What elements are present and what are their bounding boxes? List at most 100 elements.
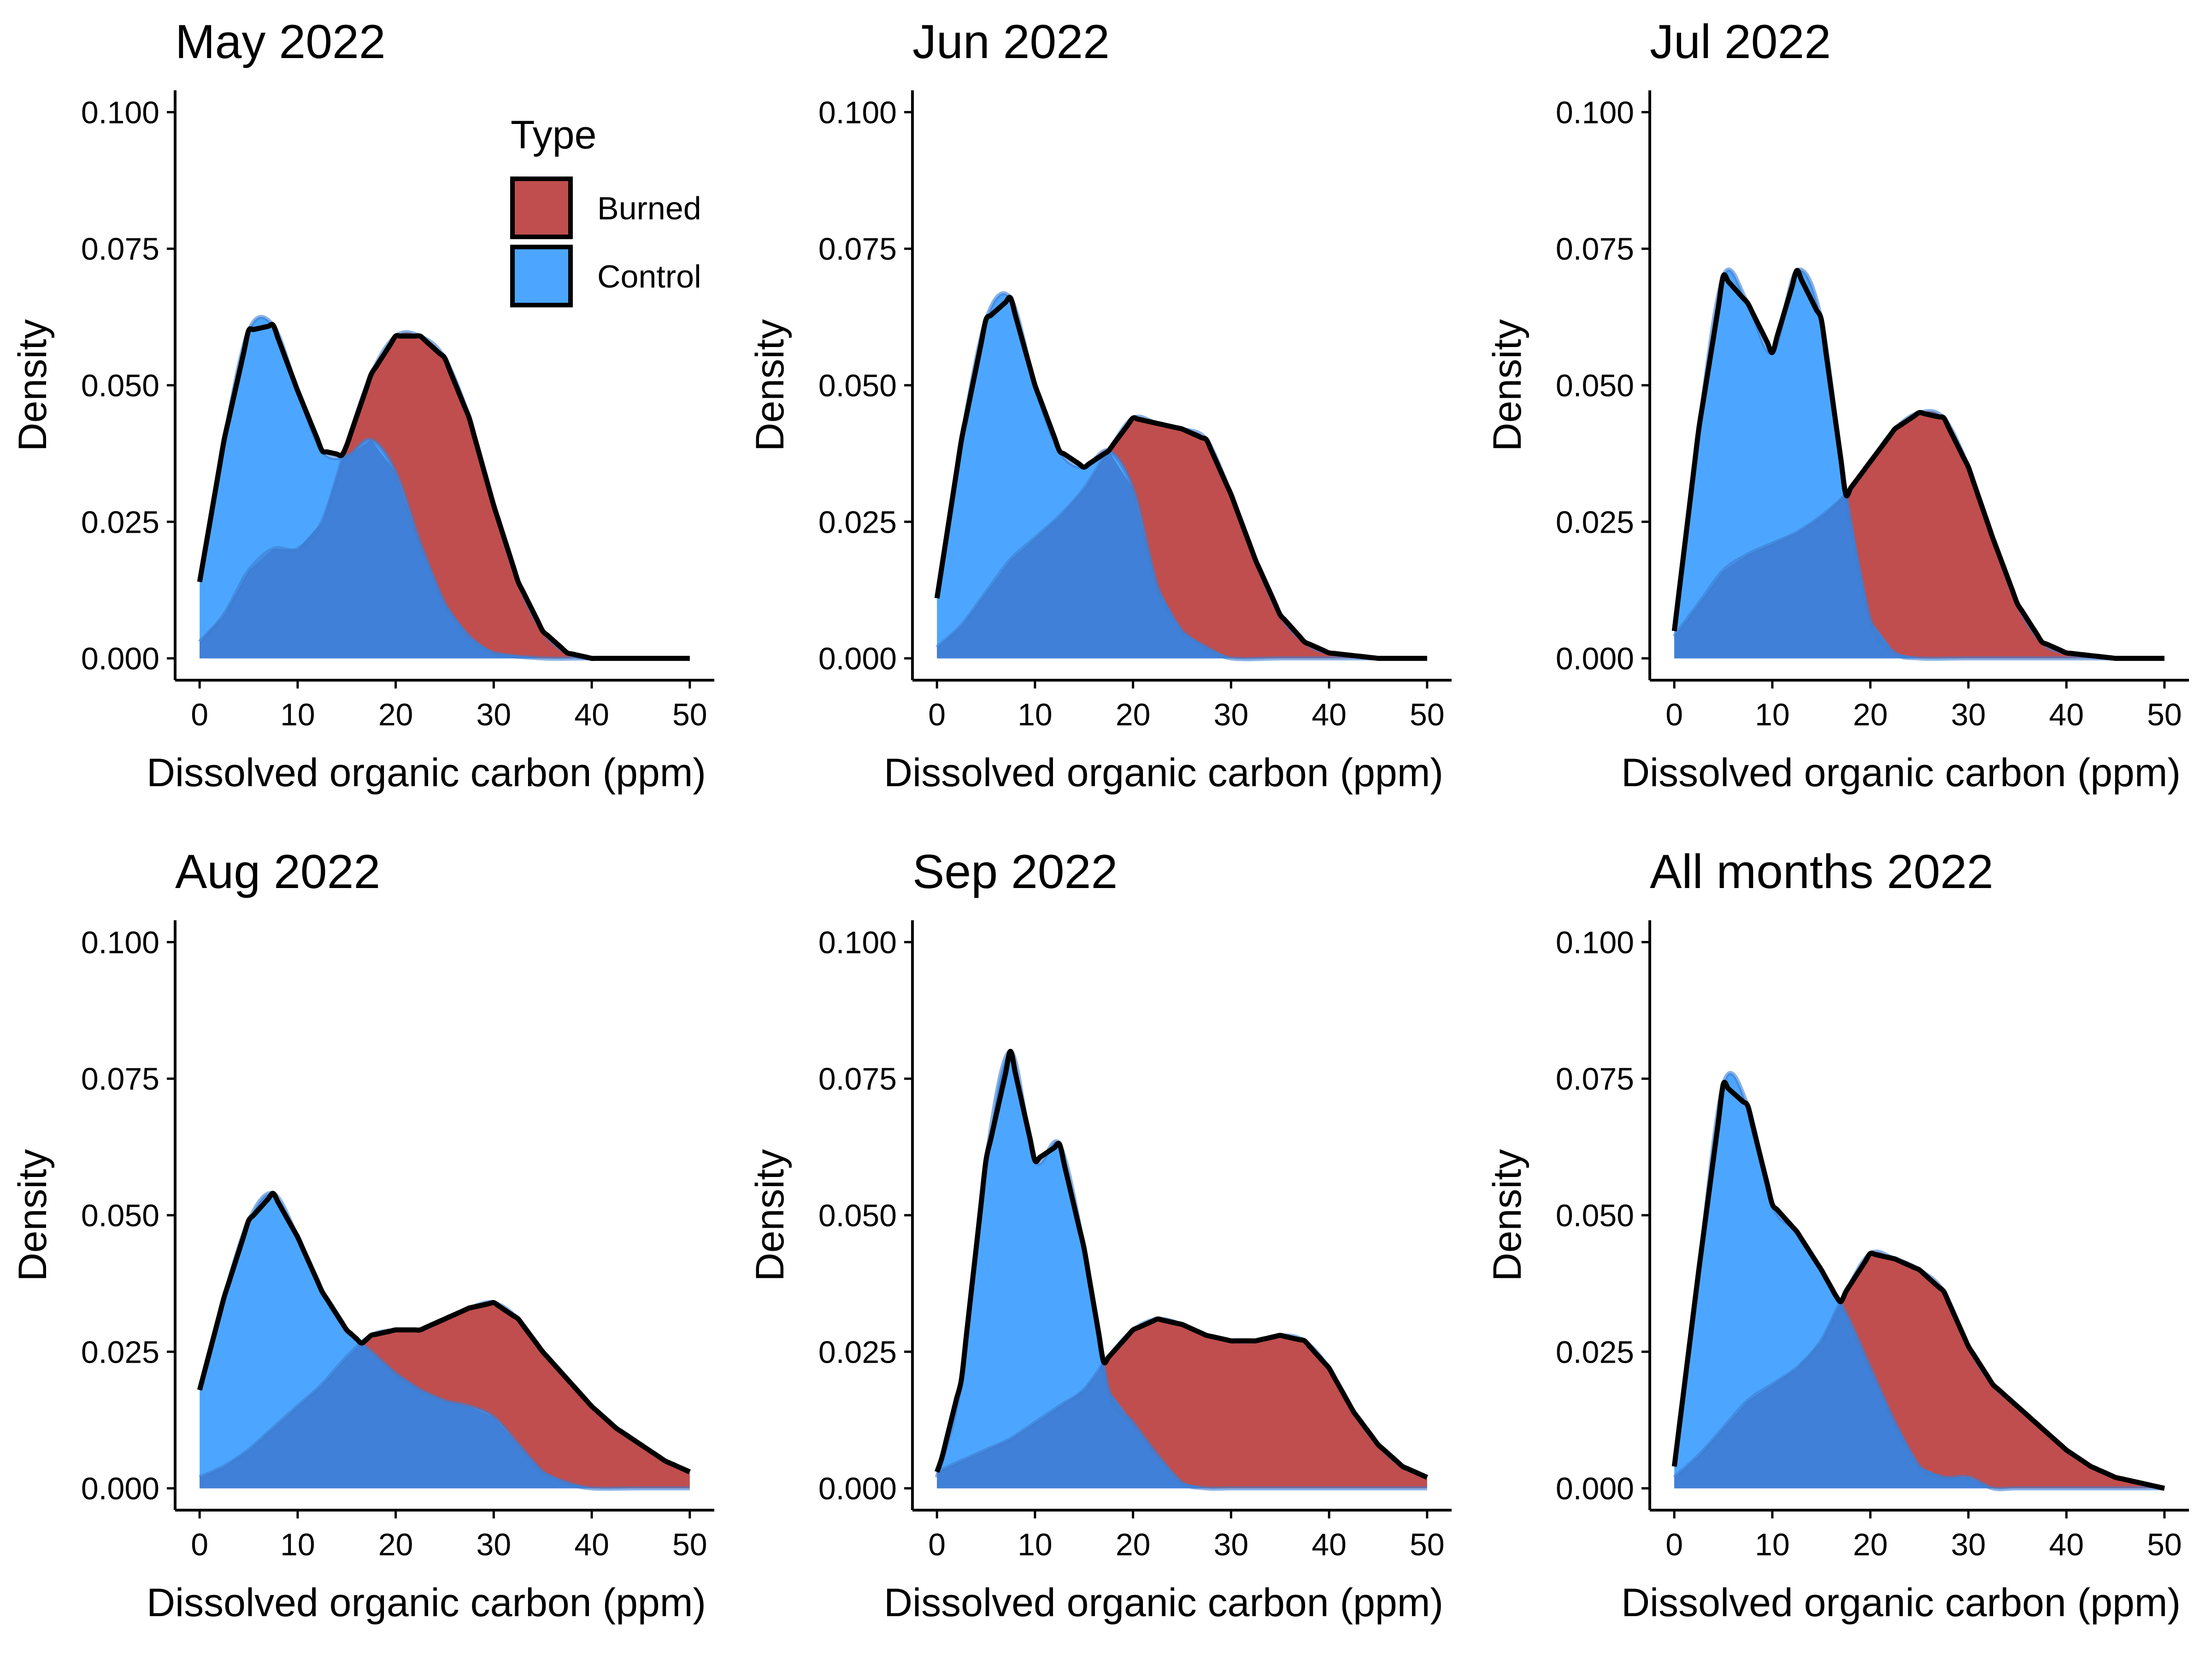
y-tick-label: 0.050 [818,368,897,403]
control-density-area [937,1051,1427,1489]
x-tick-label: 50 [672,697,707,732]
y-tick-label: 0.100 [81,95,159,130]
legend-label-control: Control [597,259,701,294]
overlap-area [200,1344,690,1488]
y-tick-label: 0.100 [1556,95,1634,130]
y-tick-label: 0.050 [1556,368,1634,403]
y-tick-label: 0.100 [818,95,897,130]
y-tick-label: 0.000 [81,1471,159,1506]
y-tick-label: 0.000 [81,641,159,677]
y-axis-title: Density [748,319,792,452]
x-tick-label: 10 [280,1527,315,1562]
density-outline [197,322,690,661]
y-tick-label: 0.025 [81,1335,159,1370]
panel-3: Jul 2022 0.000 0.025 0.050 0.075 0.100 0 10 20 30… [1485,15,2189,795]
panel-title: Jul 2022 [1650,15,1831,69]
density-outline [1671,1080,2165,1491]
x-tick-label: 40 [1312,1527,1347,1562]
x-axis-title: Dissolved organic carbon (ppm) [1621,751,2181,795]
legend-title: Type [511,113,596,157]
x-tick-label: 40 [574,1527,609,1562]
x-tick-label: 20 [1853,1527,1888,1562]
density-outline [1671,268,2165,661]
y-tick-label: 0.050 [81,368,159,403]
x-tick-label: 20 [1853,697,1888,732]
y-tick-label: 0.000 [1556,641,1634,677]
panel-4: Aug 2022 0.000 0.025 0.050 0.075 0.100 0 10 20 30… [11,845,714,1625]
y-tick-label: 0.075 [1556,232,1634,267]
overlap-area [937,1363,1427,1488]
y-axis-title: Density [1485,319,1530,452]
x-tick-label: 50 [1410,697,1445,732]
y-tick-label: 0.025 [81,505,159,540]
panel-title: Jun 2022 [912,15,1110,69]
panel-5: Sep 2022 0.000 0.025 0.050 0.075 0.100 0 10 20 30… [748,845,1452,1625]
x-tick-label: 50 [2147,697,2182,732]
legend-key-control [510,245,573,307]
overlap-area [937,451,1427,659]
panel-6: All months 2022 0.000 0.025 0.050 0.075 0.100… [1485,845,2189,1625]
panel-2: Jun 2022 0.000 0.025 0.050 0.075 0.100 0 10 20 30… [748,15,1452,795]
x-tick-label: 30 [1214,697,1249,732]
panel-title: Aug 2022 [175,845,380,899]
legend-label-burned: Burned [597,190,701,226]
x-axis-title: Dissolved organic carbon (ppm) [884,1581,1443,1625]
y-axis-title: Density [11,1149,55,1282]
x-tick-label: 20 [378,1527,413,1562]
y-tick-label: 0.025 [818,1335,897,1370]
y-tick-label: 0.075 [818,232,897,267]
panel-title: All months 2022 [1650,845,1994,899]
x-tick-label: 30 [1951,1527,1986,1562]
y-tick-label: 0.100 [81,925,159,960]
x-tick-label: 50 [672,1527,707,1562]
y-tick-label: 0.000 [818,641,897,677]
panel-1: May 2022 0.000 0.025 0.050 0.075 0.100 0 10 20 30… [11,15,714,795]
x-tick-label: 10 [1018,1527,1053,1562]
y-axis-title: Density [748,1149,792,1282]
y-tick-label: 0.050 [1556,1198,1634,1233]
x-tick-label: 30 [477,697,512,732]
x-axis-title: Dissolved organic carbon (ppm) [884,751,1443,795]
y-tick-label: 0.075 [1556,1062,1634,1097]
y-tick-label: 0.025 [818,505,897,540]
x-tick-label: 0 [928,1527,946,1562]
y-tick-label: 0.075 [81,232,159,267]
x-tick-label: 0 [191,697,208,732]
density-outline [934,294,1427,661]
y-tick-label: 0.000 [818,1471,897,1506]
x-tick-label: 10 [1018,697,1053,732]
y-axis-title: Density [11,319,55,452]
overlap-area [1674,1305,2165,1488]
y-tick-label: 0.050 [818,1198,897,1233]
legend-key-burned [510,176,573,239]
x-tick-label: 40 [2049,1527,2084,1562]
x-tick-label: 10 [280,697,315,732]
y-tick-label: 0.075 [818,1062,897,1097]
x-tick-label: 0 [928,697,946,732]
y-tick-label: 0.100 [818,925,897,960]
x-tick-label: 30 [1951,697,1986,732]
x-tick-label: 0 [1665,697,1683,732]
y-tick-label: 0.025 [1556,505,1634,540]
x-tick-label: 40 [574,697,609,732]
x-tick-label: 40 [2049,697,2084,732]
x-tick-label: 50 [1410,1527,1445,1562]
x-tick-label: 0 [191,1527,208,1562]
x-tick-label: 40 [1312,697,1347,732]
control-overlap-edge [197,1191,690,1491]
density-outline [935,1048,1429,1480]
x-tick-label: 10 [1755,697,1790,732]
panel-title: Sep 2022 [912,845,1118,899]
x-tick-label: 20 [1116,697,1151,732]
x-tick-label: 50 [2147,1527,2182,1562]
x-tick-label: 20 [378,697,413,732]
x-tick-label: 0 [1665,1527,1683,1562]
density-outline [197,1191,691,1475]
x-tick-label: 30 [1214,1527,1249,1562]
y-tick-label: 0.000 [1556,1471,1634,1506]
x-tick-label: 10 [1755,1527,1790,1562]
overlap-area [200,440,690,659]
y-tick-label: 0.025 [1556,1335,1634,1370]
